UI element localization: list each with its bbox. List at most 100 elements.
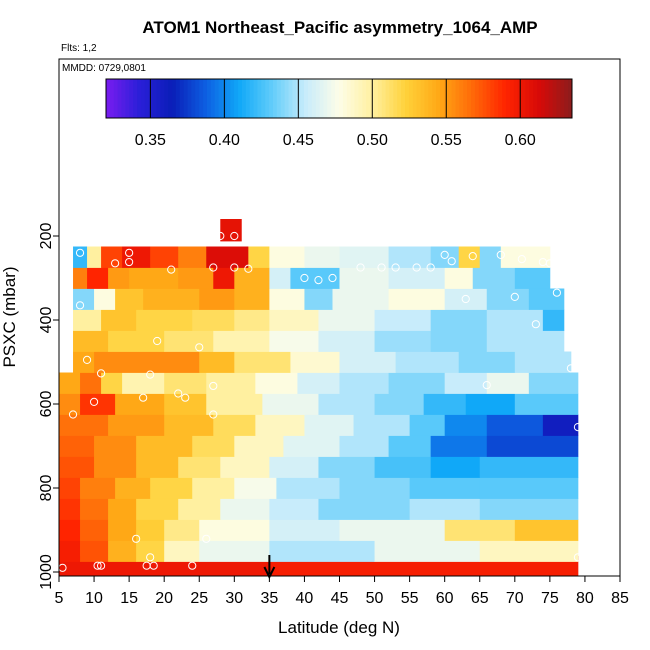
colorbar-swatch	[199, 79, 204, 118]
colorbar-swatch	[335, 79, 340, 118]
heatmap-cell	[486, 309, 544, 331]
heatmap-cell	[234, 267, 270, 289]
heatmap-cell	[262, 393, 319, 415]
colorbar-swatch	[385, 79, 390, 118]
heatmap-cell	[514, 351, 572, 373]
heatmap-cell	[500, 246, 551, 268]
colorbar-swatch	[226, 79, 231, 118]
x-tick-label: 60	[436, 590, 454, 607]
chart-title: ATOM1 Northeast_Pacific asymmetry_1064_A…	[142, 18, 537, 37]
heatmap-cell	[486, 288, 530, 310]
sample-point	[552, 288, 561, 297]
heatmap-cell	[395, 351, 460, 373]
heatmap-cell	[444, 288, 488, 310]
colorbar-swatch	[168, 79, 173, 118]
heatmap-cell	[164, 414, 214, 436]
heatmap-cell	[199, 540, 270, 562]
heatmap-cell	[458, 351, 516, 373]
sample-point	[531, 320, 540, 329]
heatmap-cell	[388, 267, 446, 289]
colorbar-swatch	[556, 79, 561, 118]
heatmap-cell	[374, 393, 425, 415]
heatmap-cell	[73, 288, 95, 310]
colorbar-swatch	[381, 79, 387, 118]
heatmap-cell	[164, 540, 200, 562]
heatmap-cell	[283, 435, 340, 457]
colorbar-swatch	[509, 79, 515, 118]
colorbar-swatch	[315, 79, 321, 118]
colorbar-tick-label: 0.50	[357, 132, 388, 149]
colorbar-swatch	[439, 79, 445, 118]
heatmap-cell	[80, 393, 116, 415]
colorbar-tick-label: 0.35	[135, 132, 166, 149]
heatmap-cell	[339, 519, 446, 541]
heatmap-cell	[234, 288, 270, 310]
heatmap-cell	[409, 414, 446, 436]
heatmap-cell	[388, 435, 432, 457]
heatmap-cell	[486, 372, 530, 394]
colorbar-swatch	[486, 79, 491, 118]
heatmap-cell	[192, 435, 235, 457]
colorbar-swatch	[436, 79, 441, 118]
sample-point	[149, 561, 158, 570]
heatmap-cell	[94, 288, 116, 310]
colorbar-swatch	[109, 79, 115, 118]
heatmap-cell	[136, 435, 193, 457]
colorbar-swatch	[346, 79, 352, 118]
heatmap-cell	[423, 393, 467, 415]
sample-point	[496, 250, 505, 259]
heatmap-cell	[73, 267, 88, 289]
colorbar-swatch	[405, 79, 410, 118]
sample-point	[447, 257, 456, 266]
heatmap-cell	[332, 288, 389, 310]
sample-point	[440, 250, 449, 259]
sample-point	[391, 263, 400, 272]
x-tick-label: 15	[120, 590, 138, 607]
heatmap-cell	[304, 414, 354, 436]
heatmap-cell	[269, 330, 319, 352]
heatmap-cell	[101, 246, 123, 268]
colorbar-swatch	[261, 79, 266, 118]
heatmap-cell	[73, 309, 102, 331]
colorbar-swatch	[339, 79, 344, 118]
y-tick-label: 400	[38, 307, 55, 334]
heatmap-cell	[486, 330, 565, 352]
colorbar-swatch	[113, 79, 119, 118]
heatmap-cell	[80, 498, 109, 520]
heatmap-cell	[136, 456, 179, 478]
colorbar-swatch	[234, 79, 239, 118]
colorbar-swatch	[420, 79, 425, 118]
heatmap-cell	[444, 372, 488, 394]
heatmap-cell	[234, 351, 291, 373]
heatmap-cell	[255, 372, 298, 394]
heatmap-cell	[234, 309, 270, 331]
heatmap-cell	[269, 498, 319, 520]
sample-point	[174, 389, 183, 398]
heatmap-cell	[115, 477, 151, 499]
heatmap-cell	[136, 519, 165, 541]
heatmap-cell	[444, 519, 516, 541]
sample-point	[328, 273, 337, 283]
colorbar-swatch	[292, 79, 297, 118]
heatmap-cell	[276, 477, 340, 499]
colorbar-swatch	[540, 79, 546, 118]
colorbar-swatch	[133, 79, 138, 118]
colorbar-swatch	[191, 79, 196, 118]
colorbar-swatch	[238, 79, 243, 118]
heatmap-cell	[178, 267, 214, 289]
colorbar-swatch	[490, 79, 495, 118]
colorbar-swatch	[148, 79, 154, 118]
sample-point	[139, 393, 148, 402]
heatmap-cell	[430, 330, 488, 352]
heatmap-cell	[178, 456, 221, 478]
sample-point	[573, 553, 583, 562]
sample-point	[482, 381, 491, 390]
x-tick-label: 80	[576, 590, 594, 607]
x-axis: 5 10 15 20 25 30 35 40 45 50 55 60 65 70 75 80 85	[55, 576, 629, 607]
heatmap-cell	[150, 477, 193, 499]
colorbar-swatch	[463, 79, 468, 118]
colorbar-swatch	[494, 79, 499, 118]
heatmap-cell	[59, 498, 81, 520]
heatmap-cell	[80, 540, 109, 562]
colorbar-swatch	[160, 79, 165, 118]
